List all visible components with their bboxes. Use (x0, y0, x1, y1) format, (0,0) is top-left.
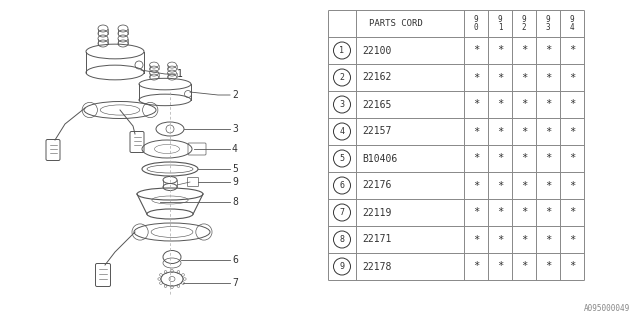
Text: *: * (473, 261, 479, 271)
Text: 9
2: 9 2 (522, 15, 526, 32)
Text: 22178: 22178 (362, 261, 392, 271)
Text: 22100: 22100 (362, 45, 392, 55)
Text: 5: 5 (339, 154, 344, 163)
Text: *: * (545, 207, 551, 218)
Text: *: * (545, 180, 551, 190)
Text: *: * (521, 73, 527, 83)
Text: *: * (473, 45, 479, 55)
Text: A095000049: A095000049 (584, 304, 630, 313)
Text: 5: 5 (232, 164, 238, 174)
Text: 22162: 22162 (362, 73, 392, 83)
Text: *: * (521, 235, 527, 244)
Text: *: * (569, 100, 575, 109)
Text: PARTS CORD: PARTS CORD (369, 19, 423, 28)
Text: *: * (497, 126, 503, 137)
Text: 4: 4 (339, 127, 344, 136)
Text: 9
1: 9 1 (498, 15, 502, 32)
Text: 7: 7 (339, 208, 344, 217)
Text: *: * (473, 207, 479, 218)
Text: *: * (545, 126, 551, 137)
Text: *: * (497, 207, 503, 218)
Text: 9
3: 9 3 (546, 15, 550, 32)
Text: *: * (473, 154, 479, 164)
Text: *: * (569, 126, 575, 137)
Text: 22119: 22119 (362, 207, 392, 218)
Text: 22171: 22171 (362, 235, 392, 244)
Text: *: * (473, 235, 479, 244)
Text: *: * (521, 180, 527, 190)
Text: 9: 9 (232, 177, 238, 187)
Text: *: * (497, 154, 503, 164)
Text: *: * (497, 45, 503, 55)
Text: 6: 6 (339, 181, 344, 190)
Text: *: * (545, 235, 551, 244)
Text: 1: 1 (339, 46, 344, 55)
Text: *: * (521, 261, 527, 271)
Text: 3: 3 (339, 100, 344, 109)
Text: 9
0: 9 0 (474, 15, 478, 32)
Text: *: * (545, 100, 551, 109)
Text: 9: 9 (339, 262, 344, 271)
Text: *: * (569, 261, 575, 271)
Text: *: * (521, 154, 527, 164)
Text: *: * (569, 45, 575, 55)
Text: 1: 1 (177, 69, 183, 79)
Text: *: * (545, 73, 551, 83)
Text: *: * (473, 180, 479, 190)
Text: 4: 4 (232, 144, 238, 154)
Text: 8: 8 (232, 197, 238, 207)
Text: 22176: 22176 (362, 180, 392, 190)
Text: 22157: 22157 (362, 126, 392, 137)
Text: 3: 3 (232, 124, 238, 134)
Text: *: * (473, 73, 479, 83)
Text: *: * (569, 154, 575, 164)
Text: *: * (545, 261, 551, 271)
Text: 2: 2 (339, 73, 344, 82)
Text: *: * (497, 180, 503, 190)
Text: *: * (569, 207, 575, 218)
Text: 6: 6 (232, 255, 238, 265)
Text: *: * (569, 180, 575, 190)
Text: *: * (521, 126, 527, 137)
Text: *: * (545, 154, 551, 164)
Text: *: * (521, 45, 527, 55)
Text: *: * (473, 126, 479, 137)
Text: 22165: 22165 (362, 100, 392, 109)
Text: *: * (521, 207, 527, 218)
Text: *: * (569, 235, 575, 244)
Text: *: * (569, 73, 575, 83)
Text: *: * (497, 235, 503, 244)
Text: B10406: B10406 (362, 154, 397, 164)
Text: 8: 8 (339, 235, 344, 244)
Text: *: * (521, 100, 527, 109)
Text: 2: 2 (232, 90, 238, 100)
Text: *: * (497, 73, 503, 83)
Text: *: * (473, 100, 479, 109)
Text: *: * (545, 45, 551, 55)
Text: 9
4: 9 4 (570, 15, 574, 32)
Text: *: * (497, 100, 503, 109)
Text: *: * (497, 261, 503, 271)
Text: 7: 7 (232, 278, 238, 288)
